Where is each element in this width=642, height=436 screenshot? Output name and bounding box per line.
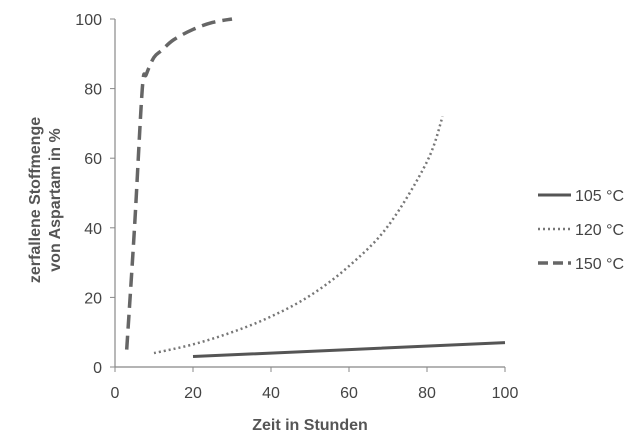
x-tick-label: 80 — [418, 385, 436, 402]
y-axis: 0 20 40 60 80 100 — [75, 12, 116, 377]
y-tick-label: 0 — [93, 360, 102, 377]
x-tick-label: 100 — [492, 385, 519, 402]
x-tick-label: 40 — [262, 385, 280, 402]
series-line-1 — [192, 341, 506, 359]
y-tick-label: 40 — [84, 221, 102, 238]
series-line-3 — [124, 17, 233, 350]
x-tick-label: 0 — [111, 385, 120, 402]
series-line-2 — [153, 116, 444, 355]
x-tick-label: 20 — [184, 385, 202, 402]
y-tick-label: 100 — [75, 12, 102, 29]
y-tick-label: 60 — [84, 151, 102, 168]
y-tick-label: 80 — [84, 82, 102, 99]
y-tick-label: 20 — [84, 290, 102, 307]
legend-label-2: 120 °C — [575, 222, 624, 239]
plot-area — [124, 17, 506, 359]
legend-label-1: 105 °C — [575, 188, 624, 205]
y-axis-title-line2: von Aspartam in % — [47, 128, 64, 271]
legend-label-3: 150 °C — [575, 256, 624, 273]
x-tick-label: 60 — [340, 385, 358, 402]
x-axis: 0 20 40 60 80 100 — [111, 366, 519, 402]
x-axis-title: Zeit in Stunden — [252, 417, 368, 434]
y-axis-title-line1: zerfallene Stoffmenge — [27, 117, 44, 283]
legend: 105 °C 120 °C 150 °C — [538, 188, 624, 273]
